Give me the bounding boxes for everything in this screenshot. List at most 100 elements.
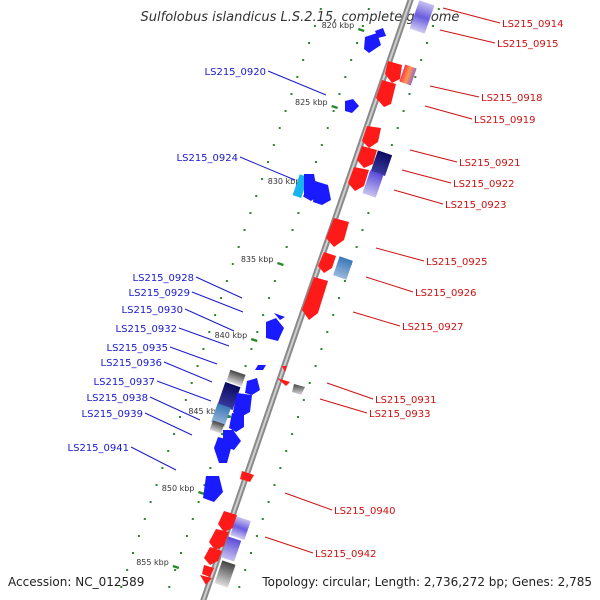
track-dot — [120, 586, 123, 588]
track-dot — [431, 25, 434, 27]
map-title: Sulfolobus islandicus L.S.2.15, complete… — [140, 10, 460, 25]
gene-feature — [211, 403, 231, 427]
kbp-tick-mark — [331, 104, 339, 110]
kbp-tick-label: 840 kbp — [215, 331, 248, 340]
track-dot — [338, 93, 341, 95]
gene-feature — [375, 28, 386, 38]
gene-feature — [376, 80, 396, 107]
gene-feature — [255, 365, 266, 370]
gene-feature — [209, 420, 225, 434]
gene-feature — [274, 313, 285, 320]
track-dot — [319, 8, 322, 10]
gene-feature — [333, 256, 353, 280]
track-dot — [390, 144, 393, 146]
gene-label: LS215_0932 — [116, 324, 177, 335]
track-dot — [161, 467, 164, 469]
track-dot — [261, 518, 264, 520]
gene-feature — [277, 378, 290, 386]
track-dot — [314, 161, 317, 163]
gene-feature — [217, 382, 241, 410]
gene-label: LS215_0920 — [205, 67, 266, 78]
gene-label: LS215_0928 — [133, 273, 194, 284]
leader-line — [409, 149, 458, 163]
gene-feature — [245, 378, 260, 395]
track-dot — [214, 314, 217, 316]
track-dot — [313, 25, 316, 27]
leader-line — [429, 85, 480, 98]
kbp-scale: 820 kbp 825 kbp 830 kbp 835 kbp 840 kbp 845 k… — [136, 21, 365, 570]
track-dot — [268, 297, 271, 299]
gene-feature — [240, 471, 254, 482]
gene-label: LS215_0918 — [481, 93, 542, 104]
track-dot — [296, 416, 299, 418]
track-dot — [173, 433, 176, 435]
leader-line — [239, 156, 296, 181]
track-dot — [344, 76, 347, 78]
kbp-tick-label: 855 kbp — [136, 558, 169, 567]
gene-label: LS215_0915 — [497, 39, 558, 50]
leader-line — [424, 105, 473, 120]
track-dot — [243, 229, 246, 231]
leader-line — [191, 291, 244, 313]
track-dot — [221, 433, 224, 435]
track-dot — [132, 552, 135, 554]
gene-feature — [409, 0, 435, 34]
track-dot — [197, 501, 200, 503]
track-dot — [266, 161, 269, 163]
track-dot — [356, 42, 359, 44]
gene-label: LS215_0936 — [101, 358, 162, 369]
track-dot — [256, 331, 259, 333]
gene-feature — [229, 413, 244, 432]
leader-line — [352, 311, 401, 327]
kbp-tick-mark — [197, 490, 205, 496]
gene-label: LS215_0926 — [415, 288, 476, 299]
track-dot — [284, 110, 287, 112]
leader-line — [326, 382, 374, 400]
track-dot — [261, 178, 264, 180]
gene-label: LS215_0930 — [122, 305, 183, 316]
gene-feature — [282, 366, 287, 372]
track-dot — [237, 246, 240, 248]
leader-line — [267, 70, 327, 96]
leader-line — [442, 7, 501, 24]
track-dot — [320, 144, 323, 146]
gene-feature — [226, 369, 246, 387]
track-dot — [314, 365, 317, 367]
kbp-tick-mark — [277, 261, 284, 267]
leader-line — [365, 276, 414, 293]
gene-label: LS215_0921 — [459, 158, 520, 169]
kbp-tick-label: 830 kbp — [268, 177, 301, 186]
gene-label: LS215_0940 — [334, 506, 395, 517]
forward-gene-labels: LS215_0920 LS215_0924 LS215_0928 LS215_0929… — [68, 67, 327, 471]
track-dot — [202, 348, 205, 350]
gene-feature — [357, 146, 377, 168]
track-dot — [180, 552, 183, 554]
track-dot — [361, 229, 364, 231]
gene-feature — [385, 61, 402, 83]
gene-label: LS215_0914 — [502, 19, 563, 30]
kbp-tick-label: 835 kbp — [241, 255, 274, 264]
leader-line — [169, 346, 218, 365]
leader-line — [184, 308, 235, 332]
track-dot — [408, 93, 411, 95]
track-dot — [209, 467, 212, 469]
reverse-gene-labels: LS215_0914 LS215_0915 LS215_0918 LS215_0919… — [264, 7, 563, 560]
kbp-tick-label: 820 kbp — [322, 21, 355, 30]
gene-feature — [220, 536, 242, 562]
leader-line — [144, 412, 193, 436]
track-dot — [350, 59, 353, 61]
gene-feature — [362, 170, 384, 198]
track-dot — [285, 450, 288, 452]
accession-text: Accession: NC_012589 — [8, 575, 145, 589]
gene-feature — [326, 218, 349, 247]
gene-feature — [362, 126, 381, 148]
kbp-tick-mark — [250, 337, 258, 343]
track-dot — [220, 297, 223, 299]
forward-strand-features — [203, 28, 386, 502]
track-dot — [290, 93, 293, 95]
gene-label: LS215_0922 — [453, 179, 514, 190]
track-dot — [285, 246, 288, 248]
track-dot — [225, 280, 228, 282]
